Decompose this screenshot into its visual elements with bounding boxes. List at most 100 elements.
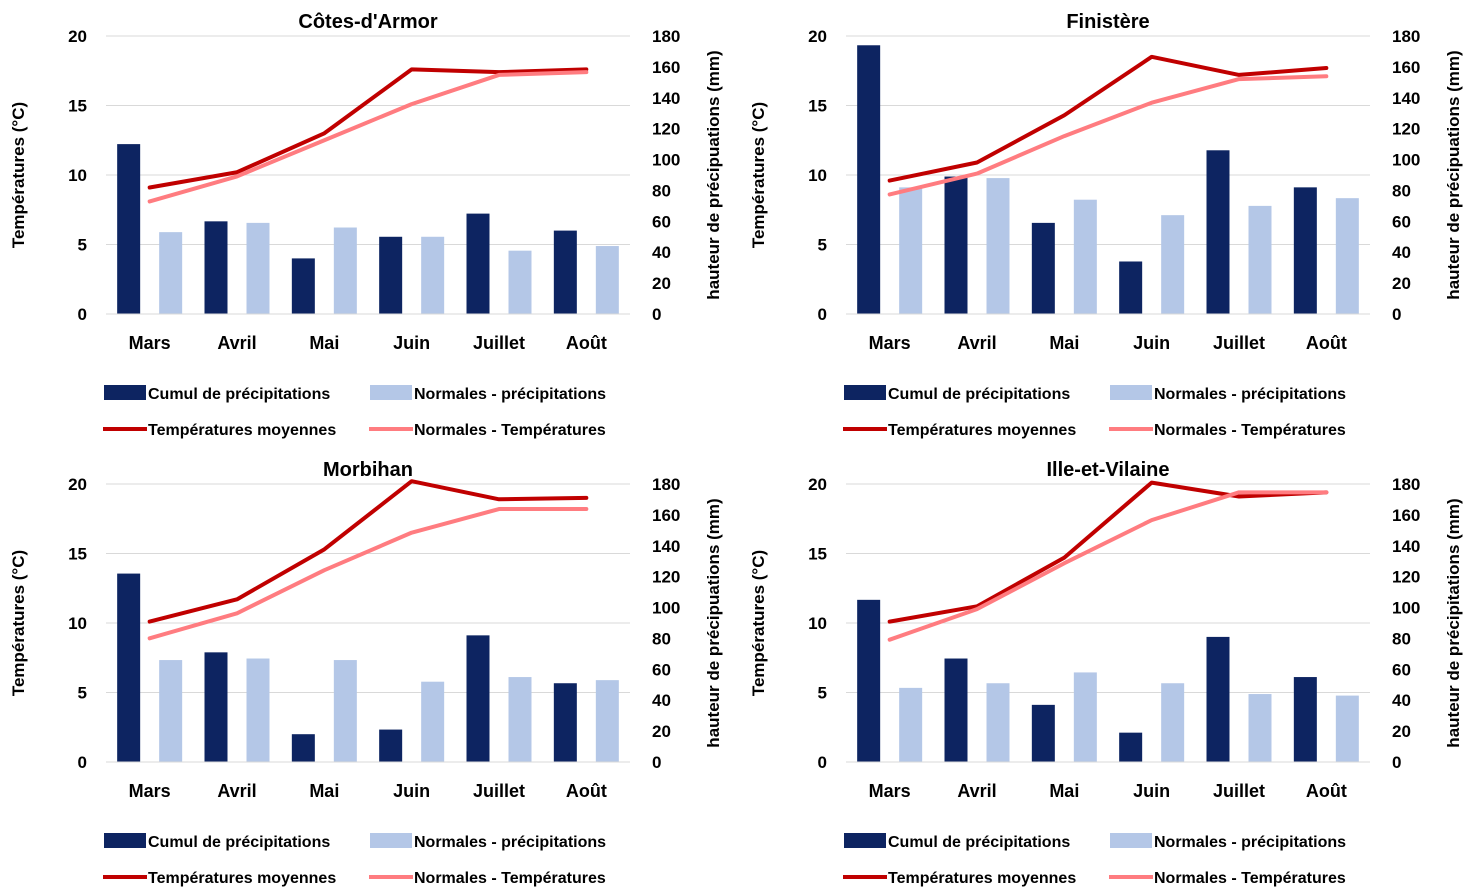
bar-normales-precipitations	[899, 687, 923, 762]
right-axis-tick-label: 20	[1392, 722, 1411, 741]
bar-cumul-precipitations	[204, 221, 228, 314]
bar-cumul-precipitations	[1119, 732, 1143, 762]
bar-normales-precipitations	[508, 677, 532, 762]
right-axis-tick-label: 140	[1392, 537, 1420, 556]
bar-normales-precipitations	[508, 250, 532, 314]
left-axis-tick-label: 5	[78, 684, 87, 703]
line-normales-temperatures	[887, 490, 1329, 642]
chart-panel-finistere: Finistère 0 5 10 15 20 0 20 40 60 80 100 120 140 160 18…	[740, 0, 1480, 448]
x-axis-category-label: Juillet	[473, 781, 525, 801]
right-axis-tick-label: 80	[652, 629, 671, 648]
bar-cumul-precipitations	[466, 635, 490, 762]
legend-label-cumul: Cumul de précipitations	[148, 386, 330, 403]
right-axis-tick-label: 160	[1392, 506, 1420, 525]
chart-svg: Ille-et-Vilaine 0 5 10 15 20 0 20 40 60 80 100 120 14…	[749, 459, 1463, 887]
bar-cumul-precipitations	[553, 230, 577, 314]
legend-swatch-cumul	[104, 385, 146, 400]
x-axis-category-label: Juin	[393, 333, 430, 353]
bar-cumul-precipitations	[857, 599, 881, 762]
x-axis-category-label: Mai	[309, 333, 339, 353]
legend-swatch-normales-precipitations	[1110, 833, 1152, 848]
bar-normales-precipitations	[333, 660, 357, 762]
x-axis-category-label: Juin	[393, 781, 430, 801]
legend-label-normales-temperatures: Normales - Températures	[1154, 422, 1346, 439]
chart-panel-morbihan: Morbihan 0 5 10 15 20 0 20 40 60 80 100 120 140 160 180…	[0, 448, 740, 896]
legend-label-normales-precipitations: Normales - précipitations	[414, 386, 606, 403]
right-axis-tick-label: 120	[652, 120, 680, 139]
right-axis-tick-label: 100	[652, 599, 680, 618]
bar-cumul-precipitations	[553, 683, 577, 762]
bar-cumul-precipitations	[291, 734, 315, 762]
bar-cumul-precipitations	[204, 652, 228, 762]
x-axis-category-label: Avril	[217, 333, 256, 353]
line-normales-temperatures	[147, 507, 589, 641]
right-axis-tick-label: 60	[1392, 660, 1411, 679]
bar-normales-precipitations	[1248, 205, 1272, 314]
chart-svg: Finistère 0 5 10 15 20 0 20 40 60 80 100 120 140 160 18…	[749, 11, 1463, 439]
left-axis-tick-label: 5	[818, 236, 827, 255]
bar-normales-precipitations	[595, 680, 619, 762]
x-axis-category-label: Mai	[309, 781, 339, 801]
legend-label-cumul: Cumul de précipitations	[888, 834, 1070, 851]
right-axis-tick-label: 160	[652, 506, 680, 525]
legend-label-normales-temperatures: Normales - Températures	[414, 870, 606, 887]
bar-cumul-precipitations	[1119, 261, 1143, 314]
left-axis-tick-label: 20	[808, 475, 827, 494]
right-axis-tick-label: 120	[1392, 120, 1420, 139]
legend-swatch-normales-precipitations	[1110, 385, 1152, 400]
left-axis-tick-label: 20	[68, 475, 87, 494]
right-axis-tick-label: 100	[1392, 151, 1420, 170]
x-axis-category-label: Mars	[869, 333, 911, 353]
left-axis-tick-label: 0	[78, 753, 87, 772]
x-axis-category-label: Mai	[1049, 333, 1079, 353]
legend: Cumul de précipitations Normales - précip…	[843, 385, 1346, 439]
bar-normales-precipitations	[1248, 694, 1272, 762]
chart-title: Finistère	[1066, 11, 1149, 33]
bar-cumul-precipitations	[1031, 222, 1055, 314]
legend-label-normales-temperatures: Normales - Températures	[1154, 870, 1346, 887]
left-axis-tick-label: 10	[808, 614, 827, 633]
right-axis-tick-label: 60	[1392, 212, 1411, 231]
left-axis-title: Températures (°C)	[749, 102, 768, 248]
bar-normales-precipitations	[333, 227, 357, 314]
legend-label-normales-precipitations: Normales - précipitations	[414, 834, 606, 851]
right-axis-tick-label: 140	[652, 89, 680, 108]
chart-title: Ille-et-Vilaine	[1046, 459, 1169, 481]
bar-cumul-precipitations	[1293, 187, 1317, 314]
bar-cumul-precipitations	[1293, 677, 1317, 762]
bar-cumul-precipitations	[1206, 636, 1230, 762]
right-axis-tick-label: 160	[652, 58, 680, 77]
bar-normales-precipitations	[1335, 695, 1359, 762]
left-axis-title: Températures (°C)	[9, 102, 28, 248]
bar-normales-precipitations	[595, 246, 619, 314]
line-normales-temperatures	[147, 70, 589, 204]
left-axis-tick-label: 15	[808, 545, 827, 564]
x-axis-category-label: Mars	[869, 781, 911, 801]
legend: Cumul de précipitations Normales - précip…	[843, 833, 1346, 887]
bar-normales-precipitations	[1335, 198, 1359, 314]
right-axis-tick-label: 40	[652, 691, 671, 710]
bar-cumul-precipitations	[117, 573, 141, 762]
bar-cumul-precipitations	[944, 658, 968, 762]
left-axis-tick-label: 15	[68, 545, 87, 564]
legend-label-temperatures-moyennes: Températures moyennes	[148, 870, 336, 887]
x-axis-category-label: Juillet	[1213, 333, 1265, 353]
bar-normales-precipitations	[899, 187, 923, 314]
x-axis-category-label: Avril	[217, 781, 256, 801]
legend-label-cumul: Cumul de précipitations	[148, 834, 330, 851]
left-axis-tick-label: 15	[68, 97, 87, 116]
legend-label-normales-temperatures: Normales - Températures	[414, 422, 606, 439]
legend-label-temperatures-moyennes: Températures moyennes	[888, 870, 1076, 887]
right-axis-tick-label: 60	[652, 212, 671, 231]
bar-normales-precipitations	[986, 178, 1010, 314]
line-temperatures-moyennes	[887, 480, 1329, 624]
right-axis-tick-label: 0	[1392, 753, 1401, 772]
x-axis-category-label: Août	[566, 333, 607, 353]
left-axis-tick-label: 10	[808, 166, 827, 185]
left-axis-tick-label: 0	[78, 305, 87, 324]
legend-label-temperatures-moyennes: Températures moyennes	[148, 422, 336, 439]
right-axis-tick-label: 120	[652, 568, 680, 587]
left-axis-tick-label: 10	[68, 614, 87, 633]
right-axis-tick-label: 100	[1392, 599, 1420, 618]
left-axis-title: Températures (°C)	[9, 550, 28, 696]
